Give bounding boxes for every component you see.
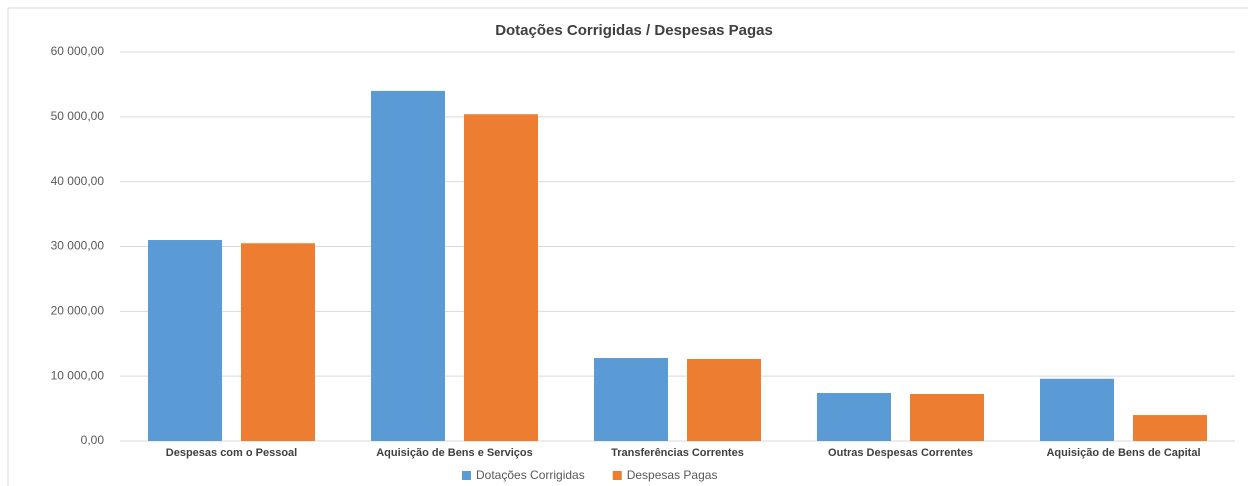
x-tick-label: Aquisição de Bens e Serviços (376, 447, 533, 459)
y-tick-label: 60 000,00 (51, 44, 105, 58)
y-tick-label: 40 000,00 (51, 174, 105, 188)
x-tick-label: Aquisição de Bens de Capital (1046, 447, 1200, 459)
bar (1040, 378, 1114, 441)
bar (371, 90, 445, 442)
bar (464, 114, 538, 442)
x-tick-label: Despesas com o Pessoal (166, 447, 297, 459)
legend-swatch (462, 471, 471, 480)
y-tick-label: 20 000,00 (51, 304, 105, 318)
legend-label: Despesas Pagas (627, 468, 718, 482)
legend-swatch (612, 471, 622, 480)
x-tick-label: Transferências Correntes (611, 447, 744, 459)
bar (594, 358, 668, 441)
bar (241, 243, 315, 441)
bar (148, 240, 222, 441)
bar (817, 393, 891, 441)
y-tick-label: 50 000,00 (51, 109, 105, 123)
legend-label: Dotações Corrigidas (476, 468, 585, 482)
bar (910, 393, 984, 441)
y-tick-label: 0,00 (81, 433, 105, 447)
y-tick-label: 10 000,00 (51, 368, 105, 382)
bar (1133, 415, 1207, 441)
bar (687, 358, 761, 441)
x-tick-label: Outras Despesas Correntes (828, 447, 973, 459)
chart-title: Dotações Corrigidas / Despesas Pagas (495, 22, 773, 39)
y-tick-label: 30 000,00 (51, 239, 105, 253)
